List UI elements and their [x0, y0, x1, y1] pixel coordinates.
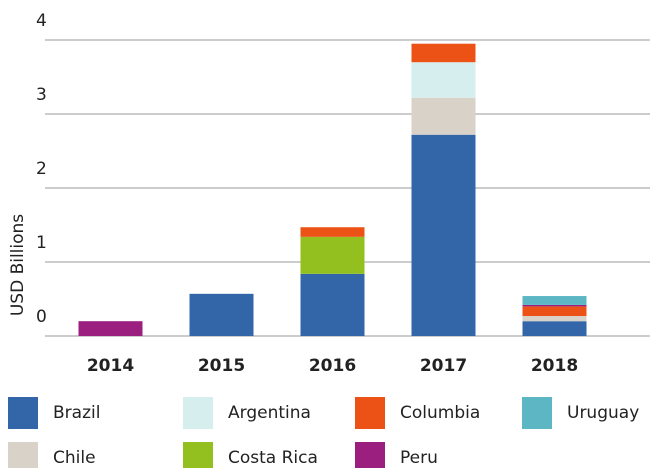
bar-segment — [189, 293, 254, 336]
bar-segment — [411, 62, 476, 98]
y-tick-label: 4 — [36, 11, 47, 31]
y-tick-label: 3 — [36, 85, 47, 105]
y-tick-label: 0 — [36, 307, 47, 327]
bar-segment — [522, 296, 587, 305]
x-tick-label: 2018 — [531, 356, 578, 376]
bar-segment — [300, 227, 365, 237]
legend-label: Peru — [400, 448, 438, 468]
bar-segment — [411, 97, 476, 135]
legend-label: Brazil — [53, 403, 100, 423]
x-tick-label: 2015 — [198, 356, 245, 376]
legend-swatch — [183, 397, 213, 429]
bar-segment — [300, 236, 365, 274]
bar-segment — [411, 43, 476, 63]
legend-swatch — [522, 397, 552, 429]
legend-label: Argentina — [228, 403, 311, 423]
bar-segment — [522, 321, 587, 336]
y-tick-label: 2 — [36, 159, 47, 179]
legend-swatch — [355, 442, 385, 468]
bar-segment — [522, 304, 587, 307]
legend-label: Costa Rica — [228, 448, 318, 468]
y-tick-label: 1 — [36, 233, 47, 253]
legend-swatch — [183, 442, 213, 468]
legend-swatch — [355, 397, 385, 429]
bar-segment — [300, 273, 365, 336]
y-axis-label: USD Billions — [8, 214, 28, 316]
bar-segment — [522, 306, 587, 317]
legend-label: Columbia — [400, 403, 480, 423]
legend-label: Chile — [53, 448, 96, 468]
bar-segment — [411, 134, 476, 336]
legend-label: Uruguay — [567, 403, 639, 423]
x-tick-label: 2014 — [87, 356, 134, 376]
bar-segment — [78, 321, 143, 336]
legend-swatch — [8, 442, 38, 468]
bar-segment — [522, 316, 587, 322]
legend-swatch — [8, 397, 38, 429]
x-tick-label: 2016 — [309, 356, 356, 376]
x-tick-label: 2017 — [420, 356, 467, 376]
